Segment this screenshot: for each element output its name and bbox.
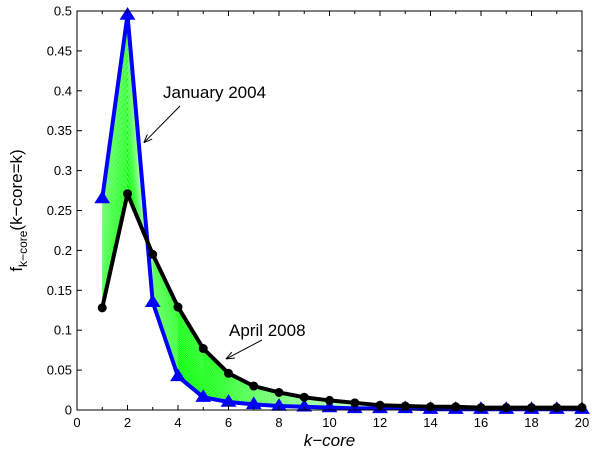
data-point [97,303,107,313]
plot-area [77,11,582,410]
data-point [123,189,132,199]
data-point [350,398,360,408]
data-point [274,387,284,397]
data-point [198,344,208,354]
y-tick-label: 0.25 [47,203,72,218]
x-tick-label: 10 [322,415,336,430]
x-tick-label: 20 [575,415,589,430]
annotation-arrowhead [143,134,148,143]
annotation-january-2004: January 2004 [163,83,266,102]
data-point [451,402,461,412]
y-tick-label: 0 [65,403,72,418]
data-point [224,368,233,378]
annotation-arrow [225,339,263,360]
y-tick-label: 0.2 [54,243,72,258]
svg-text:fk−core(k−core=k): fk−core(k−core=k) [7,149,30,271]
x-tick-label: 14 [423,415,437,430]
y-tick-label: 0.35 [47,123,72,138]
x-axis-label: k−core [304,431,356,450]
data-point [325,395,334,405]
axes: 0 2 4 6 8 10 12 14 16 18 20 0 0.05 0.1 0.15 0.2 0.25 0.3 0… [47,4,590,431]
data-point [195,389,212,402]
data-point [170,368,186,382]
annotation-april-2008: April 2008 [229,321,306,340]
data-point [296,398,313,412]
annotation-arrowhead [143,138,153,144]
y-tick-label: 0.45 [47,43,72,58]
y-tick-label: 0.15 [47,283,72,298]
x-tick-label: 16 [474,415,488,430]
y-label-subscript: k−core [16,230,30,267]
data-point [173,302,183,312]
y-label-main: f [7,267,26,272]
annotations: January 2004 April 2008 [143,83,306,360]
data-point [249,381,259,391]
data-point [144,294,161,307]
y-label-rest: (k−core=k) [7,149,26,230]
x-tick-label: 2 [124,415,131,430]
annotation-arrowhead [225,351,233,360]
x-tick-label: 18 [524,415,538,430]
annotation-arrow [143,105,181,144]
y-axis-label: fk−core(k−core=k) [7,149,30,271]
y-tick-label: 0.05 [47,363,72,378]
x-tick-label: 4 [174,415,181,430]
x-tick-label: 0 [73,415,80,430]
x-tick-label: 8 [275,415,282,430]
x-tick-label: 12 [373,415,387,430]
annotation-arrowhead [225,357,235,360]
x-tick-label: 6 [225,415,232,430]
y-tick-label: 0.3 [54,163,72,178]
y-tick-label: 0.1 [54,323,72,338]
y-tick-label: 0.4 [54,83,72,98]
data-point [299,392,309,402]
data-point [148,249,158,259]
data-point [94,190,111,204]
y-tick-label: 0.5 [54,4,72,19]
